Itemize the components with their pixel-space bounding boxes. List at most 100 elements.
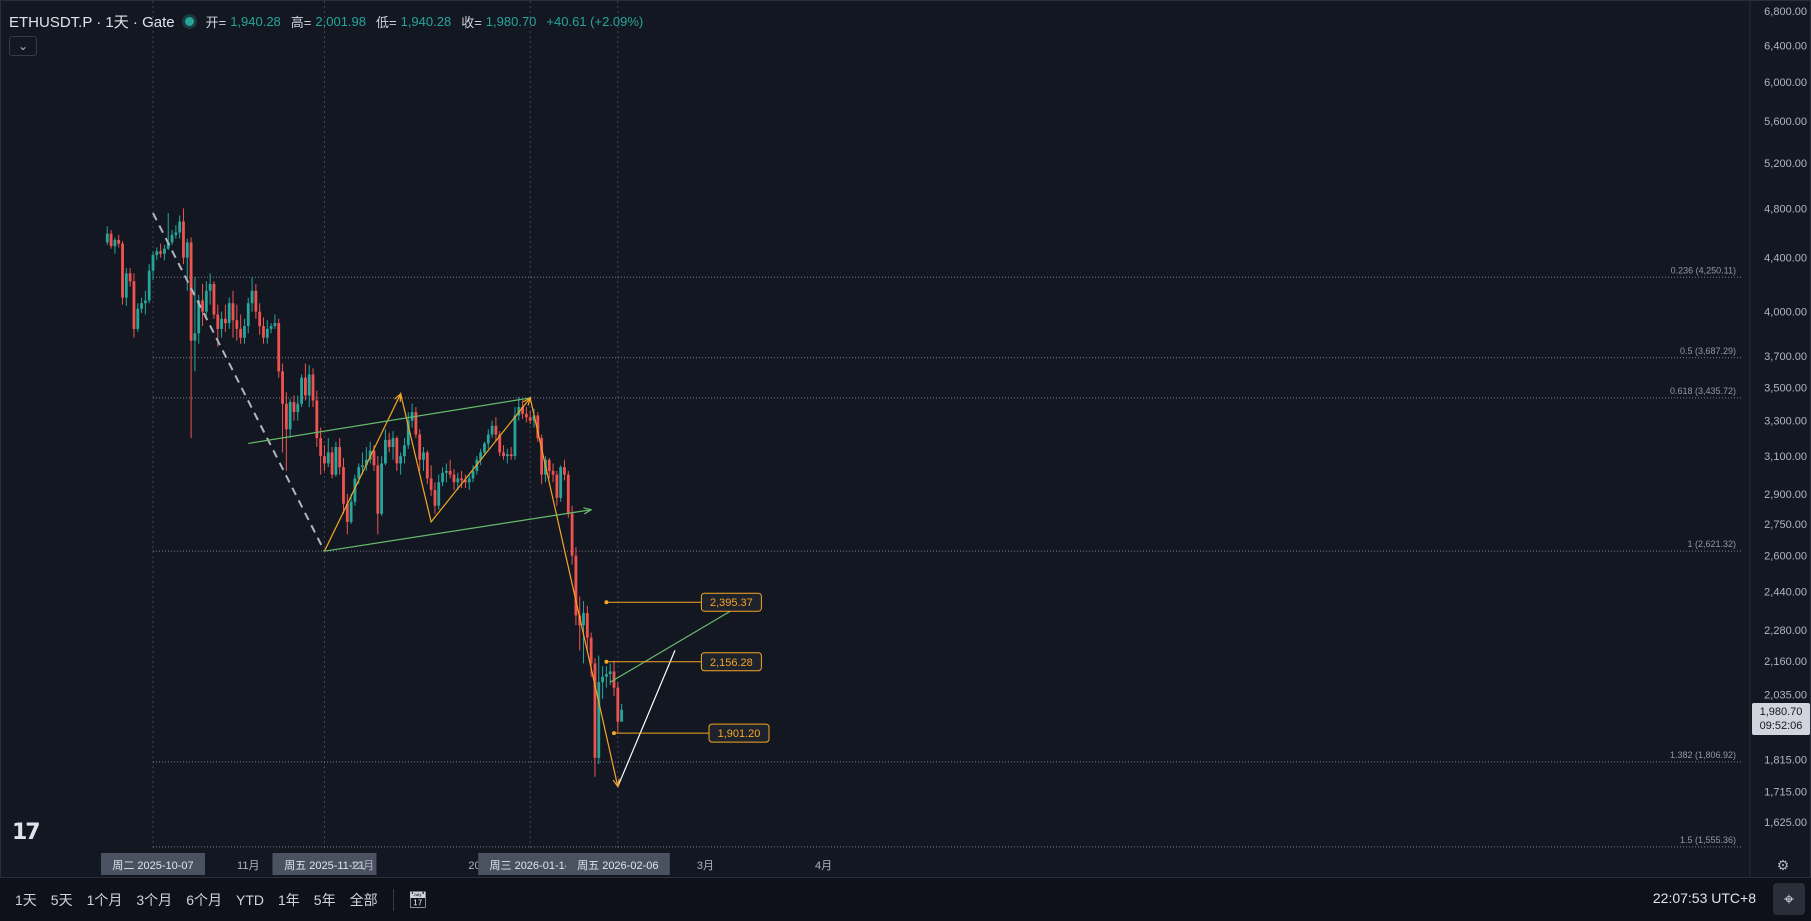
candle-body bbox=[185, 242, 189, 258]
range-1m-button[interactable]: 1个月 bbox=[86, 891, 123, 908]
candle-body bbox=[582, 613, 585, 626]
candle-body bbox=[323, 456, 326, 464]
chevron-down-icon: ⌄ bbox=[17, 39, 29, 53]
x-tick-label: 周二 2025-10-07 bbox=[112, 859, 193, 872]
candle-body bbox=[604, 674, 608, 677]
candle-body bbox=[585, 613, 589, 638]
bottom-toolbar: 1天 5天 1个月 3个月 6个月 YTD 1年 5年 全部 📅︎ 22:07:… bbox=[0, 878, 1811, 921]
candle-body bbox=[345, 503, 349, 522]
candle-body bbox=[136, 308, 140, 329]
candle-body bbox=[479, 452, 483, 460]
candle-body bbox=[284, 403, 288, 430]
range-6m-button[interactable]: 6个月 bbox=[186, 891, 222, 908]
range-ytd-button[interactable]: YTD bbox=[235, 891, 264, 908]
y-tick-label: 2,900.00 bbox=[1764, 489, 1807, 501]
candle-body bbox=[151, 255, 155, 271]
change-value: +40.61 (+2.09%) bbox=[546, 14, 644, 29]
candle-body bbox=[124, 273, 128, 298]
x-tick-label: 周五 2025-11-21 bbox=[284, 859, 365, 872]
candle-body bbox=[140, 303, 143, 309]
candle-body bbox=[441, 472, 444, 483]
range-5y-button[interactable]: 5年 bbox=[313, 891, 336, 908]
candle-body bbox=[201, 300, 204, 312]
candle-body bbox=[254, 290, 258, 312]
candle-body bbox=[128, 273, 132, 282]
candle-body bbox=[429, 478, 433, 490]
candle-body bbox=[262, 326, 265, 338]
symbol-title[interactable]: ETHUSDT.P · 1天 · Gate bbox=[9, 14, 175, 31]
y-tick-label: 6,400.00 bbox=[1764, 40, 1807, 52]
candle-body bbox=[364, 459, 368, 466]
symbol-legend: ETHUSDT.P · 1天 · Gate 开= 1,940.28 高= 2,001… bbox=[9, 11, 649, 32]
candle-body bbox=[536, 415, 540, 439]
candle-body bbox=[376, 465, 380, 514]
candle-body bbox=[178, 221, 182, 233]
candle-body bbox=[532, 415, 536, 421]
x-tick-label: 周五 2026-02-06 bbox=[577, 859, 658, 872]
candle-body bbox=[593, 663, 597, 758]
y-tick-label: 2,750.00 bbox=[1764, 519, 1807, 531]
candle-body bbox=[353, 478, 357, 502]
bar-countdown: 09:52:06 bbox=[1759, 720, 1803, 732]
chart-settings-icon[interactable]: ⚙ bbox=[1776, 857, 1790, 873]
collapse-legend-button[interactable]: ⌄ bbox=[9, 36, 37, 56]
candle-body bbox=[117, 239, 121, 244]
candle-body bbox=[425, 452, 429, 479]
candle-body bbox=[570, 513, 574, 556]
market-status-icon bbox=[184, 17, 194, 26]
range-all-button[interactable]: 全部 bbox=[349, 891, 378, 908]
chart-area[interactable]: 0.236 (4,250.11) 0.5 (3,687.29) 0.618 (3,4… bbox=[0, 0, 1811, 879]
candle-body bbox=[380, 463, 383, 514]
high-value: 2,001.98 bbox=[315, 14, 366, 29]
y-tick-label: 2,035.00 bbox=[1764, 690, 1807, 702]
price-label-box bbox=[708, 723, 770, 743]
candle-body bbox=[235, 320, 239, 329]
candle-body bbox=[422, 452, 425, 460]
candle-body bbox=[204, 290, 208, 312]
candle-body bbox=[258, 311, 262, 327]
candle-body bbox=[132, 281, 136, 329]
green-channel-lower bbox=[324, 509, 592, 552]
y-tick-label: 3,300.00 bbox=[1764, 416, 1807, 428]
tradingview-logo[interactable]: 17 bbox=[12, 820, 41, 845]
candle-body bbox=[616, 687, 620, 722]
price-label-box bbox=[700, 592, 762, 612]
candle-body bbox=[342, 467, 345, 504]
calendar-icon[interactable]: 📅︎ bbox=[407, 891, 428, 909]
range-5d-button[interactable]: 5天 bbox=[50, 891, 73, 908]
candle-body bbox=[212, 284, 216, 315]
clock-display[interactable]: 22:07:53 UTC+8 bbox=[1652, 890, 1756, 906]
open-label: 开= bbox=[205, 15, 227, 30]
candle-body bbox=[502, 452, 505, 457]
candle-body bbox=[540, 438, 544, 475]
y-tick-label: 4,800.00 bbox=[1764, 203, 1807, 215]
fib-level-label: 0.5 (3,687.29) bbox=[1680, 346, 1736, 356]
range-1y-button[interactable]: 1年 bbox=[277, 891, 300, 908]
candle-body bbox=[448, 470, 452, 475]
candle-body bbox=[246, 303, 250, 327]
green-channel-upper bbox=[248, 397, 531, 445]
candle-body bbox=[239, 328, 243, 338]
crosshair-icon[interactable]: ⌖ bbox=[1773, 883, 1805, 915]
candle-body bbox=[608, 671, 612, 675]
candle-body bbox=[406, 420, 410, 446]
y-tick-label: 4,000.00 bbox=[1764, 307, 1807, 319]
y-tick-label: 3,500.00 bbox=[1764, 382, 1807, 394]
candle-body bbox=[288, 402, 292, 430]
range-1d-button[interactable]: 1天 bbox=[15, 891, 37, 908]
range-3m-button[interactable]: 3个月 bbox=[136, 891, 173, 908]
fib-level-label: 1.382 (1,806.92) bbox=[1670, 750, 1736, 760]
candle-body bbox=[456, 478, 460, 483]
candle-body bbox=[559, 467, 563, 498]
price-label-text: 2,156.28 bbox=[710, 657, 753, 669]
y-tick-label: 4,400.00 bbox=[1764, 253, 1807, 265]
y-tick-label: 2,160.00 bbox=[1764, 656, 1807, 668]
arrowhead bbox=[394, 392, 402, 402]
candle-body bbox=[121, 243, 124, 298]
price-chart[interactable]: 0.236 (4,250.11) 0.5 (3,687.29) 0.618 (3,4… bbox=[1, 1, 1811, 879]
candle-body bbox=[155, 251, 159, 256]
dashed-trendline bbox=[152, 212, 326, 552]
candle-body bbox=[338, 447, 342, 468]
x-tick-label: 3月 bbox=[697, 860, 714, 872]
candle-body bbox=[269, 326, 273, 329]
